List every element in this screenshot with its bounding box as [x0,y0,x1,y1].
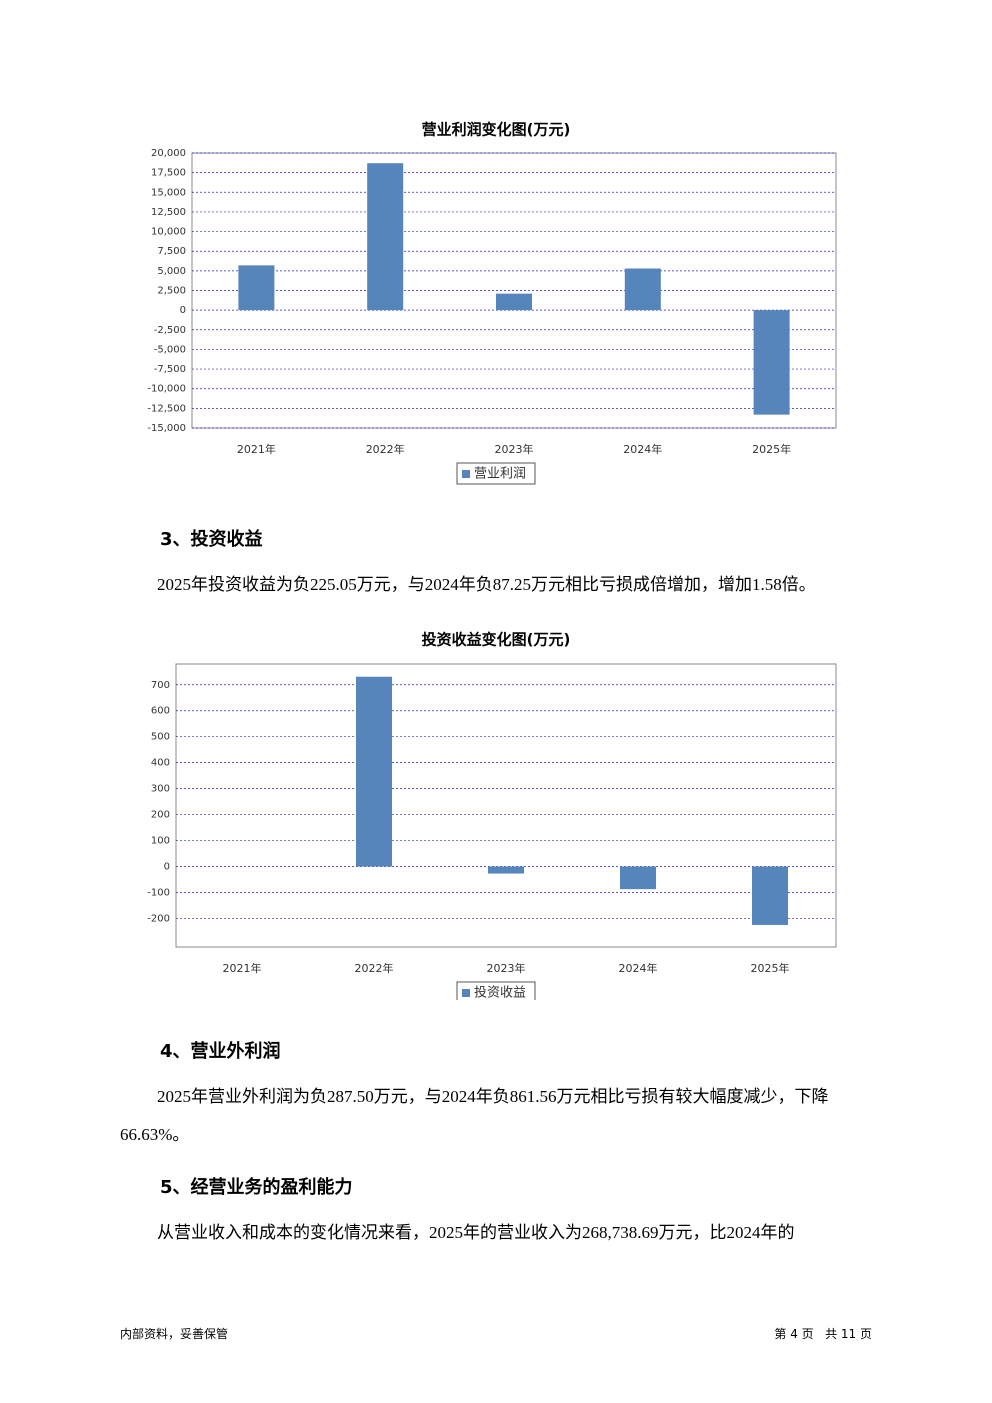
y-tick-label: 0 [180,305,186,316]
heading: 5、经营业务的盈利能力 [160,1177,353,1198]
x-tick-label: 2022年 [366,442,405,456]
bar [356,676,392,867]
y-tick-label: -7,500 [154,364,186,375]
chart-title: 营业利润变化图(万元) [422,121,571,139]
x-tick-label: 2021年 [223,961,262,975]
y-tick-label: 12,500 [151,207,186,218]
heading: 3、投资收益 [160,529,263,550]
y-tick-label: -200 [147,913,170,924]
bar [367,163,404,311]
y-tick-label: 0 [164,862,170,873]
plot-area [175,663,837,948]
paragraph: 从营业收入和成本的变化情况来看，2025年的营业收入为268,738.69万元，… [157,1223,795,1242]
x-tick-label: 2025年 [751,961,790,975]
footer-right: 第 4 页 共 11 页 [774,1327,872,1341]
y-tick-label: -12,500 [147,403,186,414]
x-tick-label: 2024年 [619,961,658,975]
y-tick-label: 17,500 [151,168,186,179]
y-tick-label: 600 [151,706,170,717]
legend-label: 投资收益 [474,985,526,1001]
legend-box [456,981,536,1000]
x-tick-label: 2023年 [495,442,534,456]
paragraph: 2025年营业外利润为负287.50万元，与2024年负861.56万元相比亏损… [120,1087,829,1144]
x-tick-label: 2023年 [487,961,526,975]
chart: 投资收益变化图(万元) -200 -100 0 100 200 300 400 500 600 70… [147,631,837,1001]
footer-left: 内部资料，妥善保管 [120,1327,229,1341]
y-tick-label: 400 [151,758,170,769]
legend-swatch [462,989,470,997]
y-tick-label: 200 [151,810,170,821]
y-tick-label: 100 [151,836,170,847]
legend-box [456,462,536,485]
legend-label: 营业利润 [474,467,526,482]
x-tick-label: 2024年 [623,442,662,456]
bar [753,310,790,415]
bar [488,866,524,874]
y-tick-label: 300 [151,784,170,795]
y-tick-label: -2,500 [154,325,186,336]
paragraph: 2025年投资收益为负225.05万元，与2024年负87.25万元相比亏损成倍… [157,575,816,594]
y-tick-label: 10,000 [151,227,186,238]
y-tick-label: -10,000 [147,384,186,395]
bar [624,268,661,311]
x-tick-label: 2021年 [237,442,276,456]
y-tick-label: 20,000 [151,148,186,159]
y-tick-label: -15,000 [147,423,186,434]
bar [496,293,532,311]
y-tick-label: 700 [151,680,170,691]
y-tick-label: 5,000 [157,266,186,277]
bar [752,866,788,925]
x-tick-label: 2022年 [355,961,394,975]
x-tick-label: 2025年 [752,442,791,456]
y-tick-label: -5,000 [154,344,186,355]
chart: 营业利润变化图(万元) -15,000 -12,500 -10,000 -7,500 -5… [147,121,837,485]
y-tick-label: -100 [147,887,170,898]
y-tick-label: 500 [151,732,170,743]
bar [238,265,275,311]
y-tick-label: 15,000 [151,187,186,198]
heading: 4、营业外利润 [160,1041,281,1062]
y-tick-label: 7,500 [157,246,186,257]
y-tick-label: 2,500 [157,286,186,297]
bar [620,866,656,890]
chart-title: 投资收益变化图(万元) [422,631,571,649]
legend-swatch [462,470,470,478]
